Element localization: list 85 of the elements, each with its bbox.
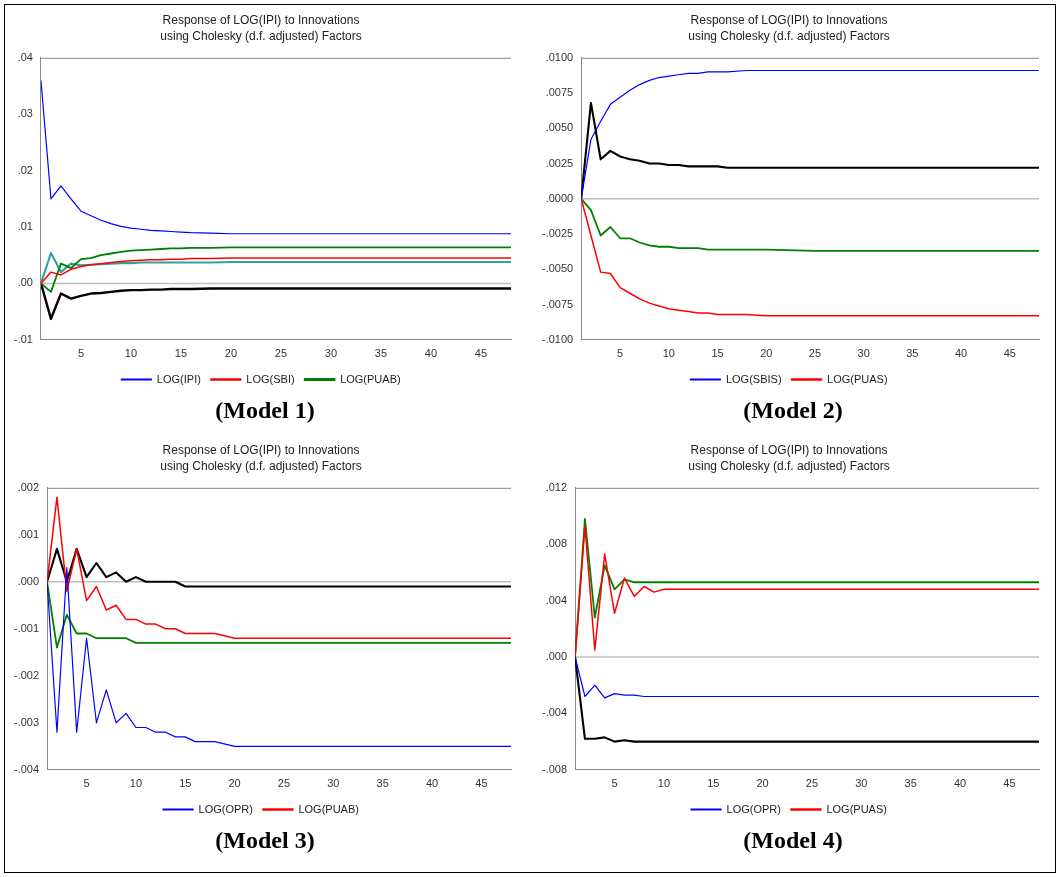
y-tick-label: .008 xyxy=(545,537,568,550)
y-tick-label: .00 xyxy=(17,276,33,289)
y-tick-label: .0075 xyxy=(545,86,574,99)
x-tick-label: 20 xyxy=(760,347,773,360)
y-tick-label: -.004 xyxy=(541,706,568,719)
y-tick-label: .002 xyxy=(17,480,40,493)
legend-label: LOG(SBI) xyxy=(246,372,295,385)
x-tick-label: 45 xyxy=(475,777,488,790)
x-tick-label: 40 xyxy=(424,347,438,360)
y-tick-label: .012 xyxy=(545,480,568,493)
y-tick-label: .02 xyxy=(17,163,33,176)
x-tick-label: 10 xyxy=(124,347,138,360)
x-tick-label: 10 xyxy=(129,777,143,790)
chart-title: Response of LOG(IPI) to Innovations xyxy=(690,442,888,457)
y-tick-label: -.0050 xyxy=(541,262,574,275)
chart-subtitle: using Cholesky (d.f. adjusted) Factors xyxy=(688,458,890,473)
y-tick-label: .01 xyxy=(17,220,33,233)
chart-title: Response of LOG(IPI) to Innovations xyxy=(162,442,360,457)
x-tick-label: 35 xyxy=(376,777,389,790)
legend-label: LOG(OPR) xyxy=(726,802,781,815)
y-tick-label: .0000 xyxy=(545,191,574,204)
x-tick-label: 5 xyxy=(77,347,85,360)
x-tick-label: 15 xyxy=(174,347,188,360)
x-tick-label: 5 xyxy=(611,777,618,790)
legend-label: LOG(PUAS) xyxy=(827,372,888,385)
x-tick-label: 25 xyxy=(277,777,291,790)
y-tick-label: .004 xyxy=(545,593,568,606)
x-tick-label: 45 xyxy=(474,347,488,360)
y-tick-label: -.002 xyxy=(13,668,40,681)
x-tick-label: 5 xyxy=(617,347,624,360)
text: (Model 4) xyxy=(742,827,844,854)
x-tick-label: 30 xyxy=(327,777,340,790)
x-tick-label: 40 xyxy=(953,777,967,790)
x-tick-label: 45 xyxy=(1003,347,1016,360)
x-tick-label: 35 xyxy=(374,347,388,360)
chart-subtitle: using Cholesky (d.f. adjusted) Factors xyxy=(688,28,890,43)
chart-subtitle: using Cholesky (d.f. adjusted) Factors xyxy=(160,28,362,43)
x-tick-label: 25 xyxy=(808,347,822,360)
x-tick-label: 25 xyxy=(274,347,288,360)
y-tick-label: .0100 xyxy=(545,50,574,63)
text: (Model 1) xyxy=(214,397,316,424)
x-tick-label: 15 xyxy=(707,777,720,790)
x-tick-label: 10 xyxy=(662,347,675,360)
x-tick-label: 30 xyxy=(855,777,868,790)
text: (Model 2) xyxy=(742,397,844,424)
chart-subtitle: using Cholesky (d.f. adjusted) Factors xyxy=(160,458,362,473)
x-tick-label: 35 xyxy=(906,347,919,360)
y-tick-label: -.004 xyxy=(13,762,40,775)
x-tick-label: 20 xyxy=(756,777,769,790)
y-tick-label: .000 xyxy=(545,650,568,663)
x-tick-label: 20 xyxy=(224,347,238,360)
y-tick-label: .0050 xyxy=(545,121,574,134)
x-tick-label: 40 xyxy=(425,777,439,790)
x-tick-label: 15 xyxy=(711,347,724,360)
y-tick-label: .04 xyxy=(17,50,33,63)
x-tick-label: 20 xyxy=(228,777,241,790)
y-tick-label: .000 xyxy=(17,574,40,587)
y-tick-label: -.0075 xyxy=(541,297,574,310)
x-tick-label: 35 xyxy=(904,777,917,790)
y-tick-label: -.008 xyxy=(541,762,568,775)
x-tick-label: 10 xyxy=(657,777,671,790)
legend-label: LOG(IPI) xyxy=(156,372,201,385)
x-tick-label: 30 xyxy=(857,347,870,360)
x-tick-label: 25 xyxy=(805,777,819,790)
x-tick-label: 40 xyxy=(954,347,968,360)
text: (Model 3) xyxy=(214,827,316,854)
x-tick-label: 5 xyxy=(83,777,90,790)
y-tick-label: -.0100 xyxy=(541,332,574,345)
y-tick-label: -.0025 xyxy=(541,227,574,240)
y-tick-label: .001 xyxy=(17,527,40,540)
x-tick-label: 15 xyxy=(179,777,192,790)
y-tick-label: .03 xyxy=(17,107,33,120)
y-tick-label: -.003 xyxy=(13,715,40,728)
chart-title: Response of LOG(IPI) to Innovations xyxy=(162,12,360,27)
legend-label: LOG(PUAS) xyxy=(826,802,887,815)
y-tick-label: -.001 xyxy=(13,621,40,634)
legend-label: LOG(PUAB) xyxy=(298,802,359,815)
legend-label: LOG(PUAB) xyxy=(340,372,401,385)
y-tick-label: .0025 xyxy=(545,156,574,169)
legend-label: LOG(OPR) xyxy=(198,802,253,815)
chart-title: Response of LOG(IPI) to Innovations xyxy=(690,12,888,27)
x-tick-label: 45 xyxy=(1003,777,1016,790)
x-tick-label: 30 xyxy=(324,347,338,360)
y-tick-label: -.01 xyxy=(13,332,33,345)
legend-label: LOG(SBIS) xyxy=(725,372,782,385)
